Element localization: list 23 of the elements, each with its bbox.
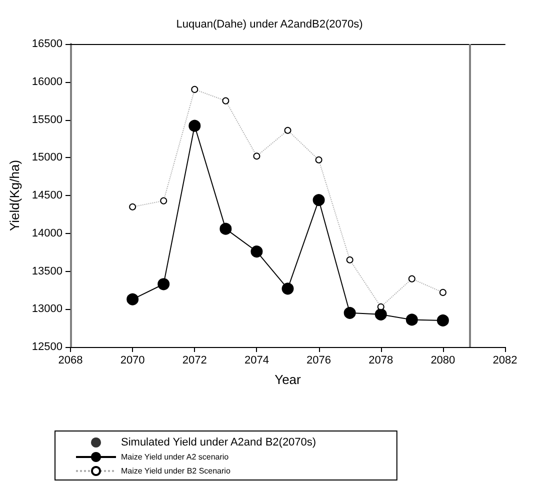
legend-label: Maize Yield under A2 scenario [121, 452, 230, 462]
y-tick-label: 16000 [32, 76, 62, 88]
x-tick-label: 2070 [120, 354, 145, 366]
y-tick-label: 15500 [32, 114, 62, 126]
x-tick-label: 2078 [368, 354, 394, 366]
y-tick-label: 14500 [32, 190, 62, 202]
y-tick-label: 12500 [32, 341, 62, 353]
legend-label: Maize Yield under B2 Scenario [121, 466, 231, 476]
legend-label: Simulated Yield under A2and B2(2070s) [121, 436, 316, 448]
x-tick-label: 2068 [58, 354, 83, 366]
y-tick-label: 13000 [32, 303, 62, 316]
x-tick-label: 2076 [306, 354, 332, 366]
x-tick-label: 2080 [430, 354, 456, 366]
y-tick-label: 16500 [32, 38, 62, 50]
y-tick-label: 13500 [32, 265, 62, 278]
y-axis-title: Yield(Kg/ha) [7, 160, 22, 232]
x-tick-label: 2072 [182, 354, 207, 366]
y-tick-label: 14000 [32, 227, 62, 240]
x-axis-title: Year [274, 372, 302, 387]
chart-title: Luquan(Dahe) under A2andB2(2070s) [176, 18, 363, 30]
y-tick-label: 15000 [32, 152, 62, 164]
x-tick-label: 2074 [244, 354, 269, 366]
x-tick-label: 2082 [492, 354, 518, 366]
